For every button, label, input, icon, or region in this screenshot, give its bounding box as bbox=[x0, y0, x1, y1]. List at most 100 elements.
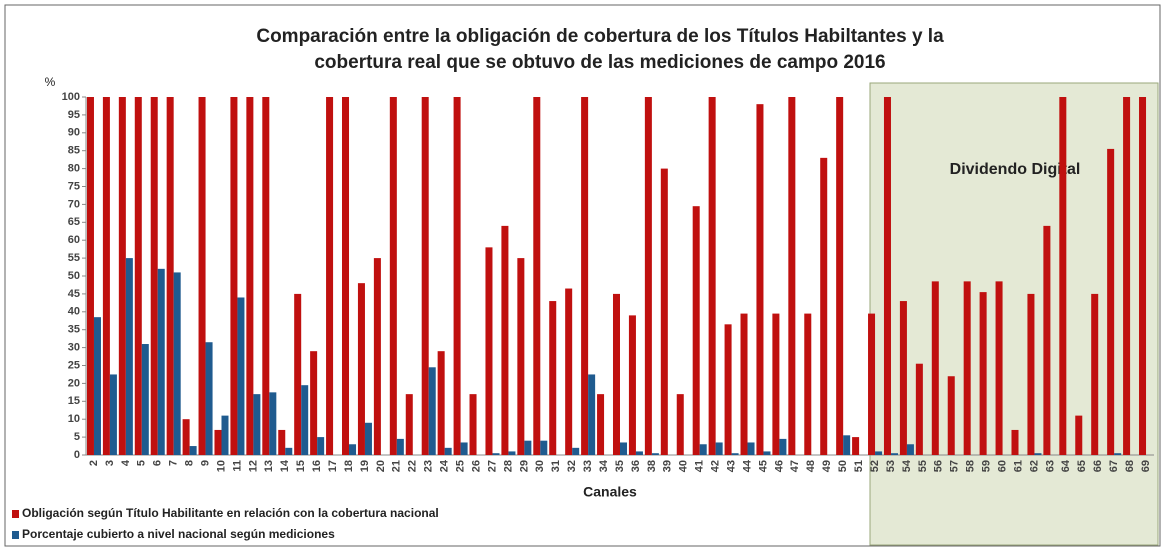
bar bbox=[301, 385, 309, 455]
x-tick-label: 32 bbox=[566, 460, 578, 472]
bar bbox=[125, 258, 133, 455]
bar bbox=[86, 97, 94, 455]
bar bbox=[237, 297, 245, 455]
x-tick-label: 8 bbox=[184, 460, 196, 466]
x-tick-label: 16 bbox=[311, 460, 323, 472]
bar bbox=[157, 268, 165, 455]
bar bbox=[1043, 225, 1051, 455]
bar bbox=[906, 444, 914, 455]
x-tick-label: 11 bbox=[231, 460, 243, 472]
bar bbox=[508, 451, 516, 455]
y-tick-label: 60 bbox=[68, 234, 80, 246]
bar bbox=[572, 447, 580, 455]
bar bbox=[1011, 429, 1019, 455]
bar bbox=[588, 374, 596, 455]
bar bbox=[444, 447, 452, 455]
bar bbox=[947, 376, 955, 455]
bar bbox=[269, 392, 277, 455]
bar bbox=[540, 440, 548, 455]
frame bbox=[4, 4, 1161, 547]
x-tick-label: 14 bbox=[279, 459, 291, 472]
y-axis-label: % bbox=[45, 75, 56, 89]
y-tick-label: 30 bbox=[68, 342, 80, 354]
bar bbox=[517, 258, 525, 455]
x-tick-label: 64 bbox=[1060, 459, 1072, 472]
x-tick-label: 18 bbox=[343, 460, 355, 472]
bar bbox=[731, 453, 739, 455]
bar bbox=[915, 363, 923, 455]
bar bbox=[373, 258, 381, 455]
bar bbox=[883, 97, 891, 455]
x-tick-label: 28 bbox=[502, 460, 514, 472]
bar bbox=[868, 313, 876, 455]
bar bbox=[747, 442, 755, 455]
x-tick-label: 46 bbox=[773, 460, 785, 472]
bar bbox=[221, 415, 229, 455]
x-tick-label: 15 bbox=[295, 460, 307, 472]
bar bbox=[724, 324, 732, 455]
x-tick-label: 21 bbox=[391, 460, 403, 472]
bar bbox=[118, 97, 126, 455]
bar bbox=[1027, 293, 1035, 455]
x-tick-label: 67 bbox=[1108, 460, 1120, 472]
bar bbox=[756, 104, 764, 455]
x-tick-label: 35 bbox=[614, 460, 626, 472]
legend-label: Porcentaje cubierto a nivel nacional seg… bbox=[22, 527, 335, 541]
x-tick-label: 38 bbox=[646, 460, 658, 472]
y-tick-label: 80 bbox=[68, 163, 80, 175]
bar bbox=[979, 292, 987, 455]
bar bbox=[485, 247, 493, 455]
x-tick-label: 30 bbox=[534, 460, 546, 472]
bar bbox=[963, 281, 971, 455]
bar bbox=[357, 283, 365, 455]
y-tick-label: 45 bbox=[68, 288, 80, 300]
chart-title: Comparación entre la obligación de cober… bbox=[256, 26, 944, 47]
bar bbox=[533, 97, 541, 455]
x-tick-label: 6 bbox=[152, 460, 164, 466]
x-tick-label: 22 bbox=[407, 460, 419, 472]
bar bbox=[852, 437, 860, 455]
bar bbox=[198, 97, 206, 455]
bar bbox=[628, 315, 636, 455]
y-tick-label: 25 bbox=[68, 359, 80, 371]
annotation: Dividendo Digital bbox=[950, 161, 1081, 178]
bar bbox=[460, 442, 468, 455]
x-tick-label: 27 bbox=[486, 460, 498, 472]
bar bbox=[310, 351, 318, 455]
highlight-region bbox=[869, 82, 1159, 546]
x-tick-label: 20 bbox=[375, 460, 387, 472]
y-tick-label: 5 bbox=[74, 431, 80, 443]
x-axis-label: Canales bbox=[583, 484, 637, 500]
y-tick-label: 50 bbox=[68, 270, 80, 282]
x-tick-label: 2 bbox=[88, 460, 100, 466]
y-tick-label: 85 bbox=[68, 145, 80, 157]
x-tick-label: 48 bbox=[805, 460, 817, 472]
bar bbox=[660, 168, 668, 455]
bar bbox=[205, 342, 213, 455]
x-tick-label: 61 bbox=[1012, 460, 1024, 472]
x-tick-label: 52 bbox=[869, 460, 881, 472]
x-tick-label: 10 bbox=[215, 460, 227, 472]
bar bbox=[326, 97, 334, 455]
x-tick-label: 34 bbox=[598, 459, 610, 472]
bar bbox=[134, 97, 142, 455]
bar bbox=[524, 440, 532, 455]
bar bbox=[428, 367, 436, 455]
x-tick-label: 44 bbox=[741, 459, 753, 472]
y-tick-label: 20 bbox=[68, 377, 80, 389]
bar bbox=[182, 419, 190, 455]
bar bbox=[931, 281, 939, 455]
bar bbox=[317, 437, 325, 455]
x-tick-label: 53 bbox=[885, 460, 897, 472]
bar bbox=[836, 97, 844, 455]
x-tick-label: 65 bbox=[1076, 460, 1088, 472]
bar bbox=[549, 301, 557, 455]
x-tick-label: 39 bbox=[662, 460, 674, 472]
y-tick-label: 0 bbox=[74, 449, 80, 461]
bar bbox=[1034, 453, 1042, 455]
bar bbox=[820, 157, 828, 456]
bar bbox=[772, 313, 780, 455]
bar bbox=[692, 206, 700, 455]
x-tick-label: 13 bbox=[263, 460, 275, 472]
